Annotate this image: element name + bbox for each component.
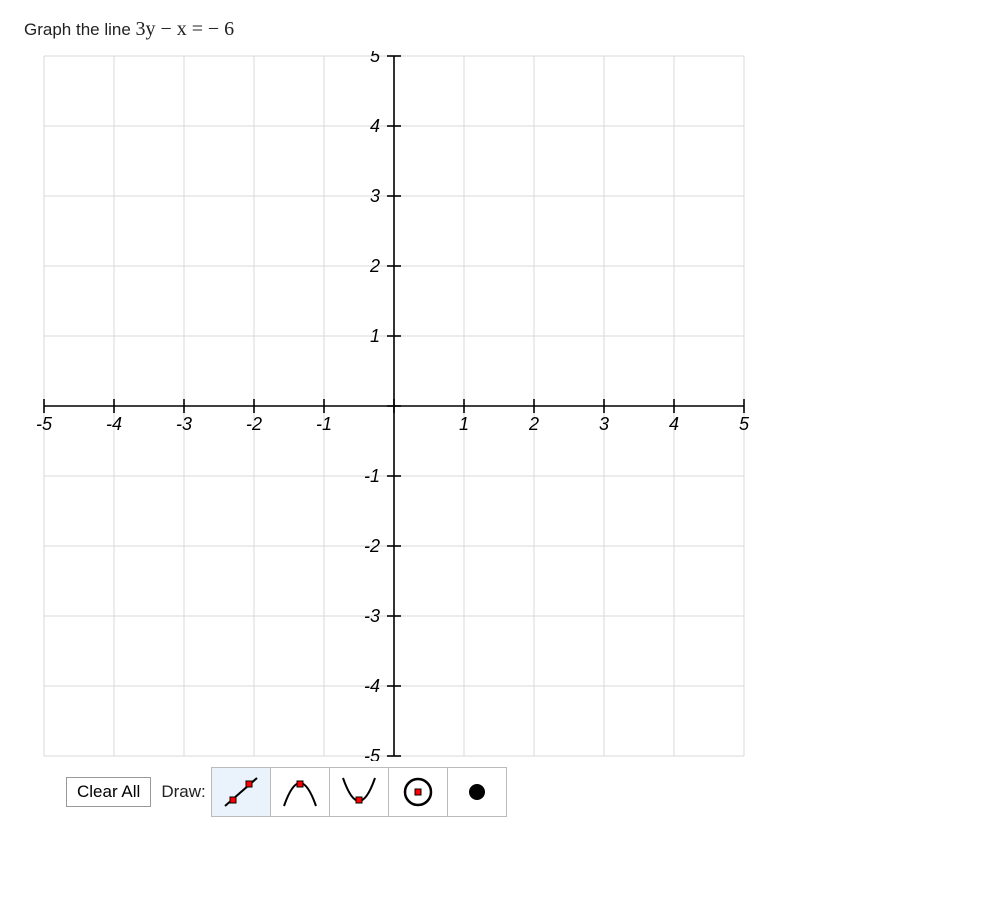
parabola-up-icon	[278, 772, 322, 812]
tool-parabola-up[interactable]	[270, 767, 330, 817]
tool-line[interactable]	[211, 767, 271, 817]
svg-text:-1: -1	[364, 466, 380, 486]
svg-text:5: 5	[739, 414, 750, 434]
equation-lhs: 3y − x =	[136, 18, 204, 40]
svg-text:3: 3	[370, 186, 380, 206]
svg-text:-5: -5	[364, 746, 381, 761]
clear-all-button[interactable]: Clear All	[66, 777, 151, 807]
coordinate-grid[interactable]: -5 -4 -3 -2 -1 1 2 3 4 5 -5 -4 -3 -2 -1 1 2 3 4 5	[24, 51, 764, 761]
question-prompt: Graph the line 3y − x = − 6	[24, 18, 958, 41]
svg-text:-3: -3	[364, 606, 380, 626]
svg-text:-4: -4	[106, 414, 122, 434]
svg-text:1: 1	[459, 414, 469, 434]
svg-text:2: 2	[369, 256, 380, 276]
svg-text:-5: -5	[36, 414, 53, 434]
line-icon	[219, 772, 263, 812]
svg-text:-4: -4	[364, 676, 380, 696]
svg-text:4: 4	[370, 116, 380, 136]
open-dot-icon	[396, 772, 440, 812]
svg-text:-2: -2	[246, 414, 262, 434]
closed-dot-icon	[455, 772, 499, 812]
draw-toolbar: Clear All Draw:	[66, 767, 764, 817]
svg-text:1: 1	[370, 326, 380, 346]
draw-label: Draw:	[161, 782, 205, 802]
svg-text:4: 4	[669, 414, 679, 434]
svg-text:3: 3	[599, 414, 609, 434]
prompt-prefix: Graph the line	[24, 20, 136, 39]
tool-open-dot[interactable]	[388, 767, 448, 817]
svg-text:-2: -2	[364, 536, 380, 556]
parabola-down-icon	[337, 772, 381, 812]
svg-text:2: 2	[528, 414, 539, 434]
tool-closed-dot[interactable]	[447, 767, 507, 817]
tool-parabola-down[interactable]	[329, 767, 389, 817]
svg-text:-3: -3	[176, 414, 192, 434]
svg-text:-1: -1	[316, 414, 332, 434]
equation-rhs: − 6	[208, 18, 234, 40]
svg-text:5: 5	[370, 51, 381, 66]
